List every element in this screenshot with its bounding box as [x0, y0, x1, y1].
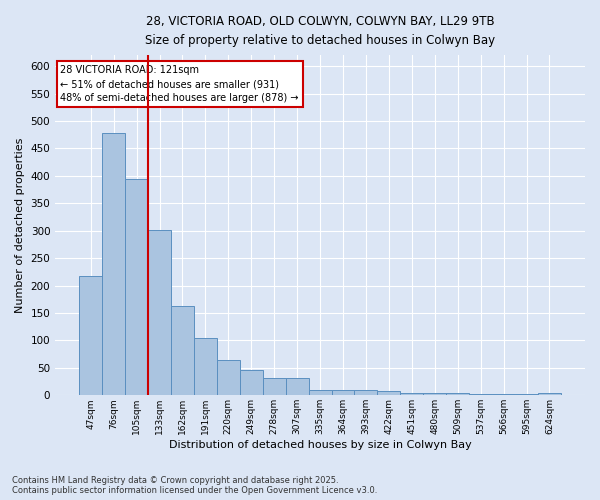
Bar — [217, 360, 240, 396]
Bar — [377, 391, 400, 396]
Title: 28, VICTORIA ROAD, OLD COLWYN, COLWYN BAY, LL29 9TB
Size of property relative to: 28, VICTORIA ROAD, OLD COLWYN, COLWYN BA… — [145, 15, 495, 47]
Bar — [469, 394, 492, 396]
Bar — [400, 392, 423, 396]
Bar — [102, 133, 125, 396]
Bar — [240, 370, 263, 396]
Bar — [423, 392, 446, 396]
Bar — [308, 390, 332, 396]
Bar — [125, 178, 148, 396]
Bar — [515, 394, 538, 396]
Bar — [332, 390, 355, 396]
Text: 28 VICTORIA ROAD: 121sqm
← 51% of detached houses are smaller (931)
48% of semi-: 28 VICTORIA ROAD: 121sqm ← 51% of detach… — [61, 66, 299, 104]
Bar — [263, 378, 286, 396]
Bar — [355, 390, 377, 396]
Bar — [492, 394, 515, 396]
Bar — [171, 306, 194, 396]
Y-axis label: Number of detached properties: Number of detached properties — [15, 138, 25, 313]
Text: Contains HM Land Registry data © Crown copyright and database right 2025.
Contai: Contains HM Land Registry data © Crown c… — [12, 476, 377, 495]
Bar — [538, 392, 561, 396]
Bar — [446, 392, 469, 396]
Bar — [286, 378, 308, 396]
Bar — [79, 276, 102, 396]
X-axis label: Distribution of detached houses by size in Colwyn Bay: Distribution of detached houses by size … — [169, 440, 472, 450]
Bar — [148, 230, 171, 396]
Bar — [194, 338, 217, 396]
